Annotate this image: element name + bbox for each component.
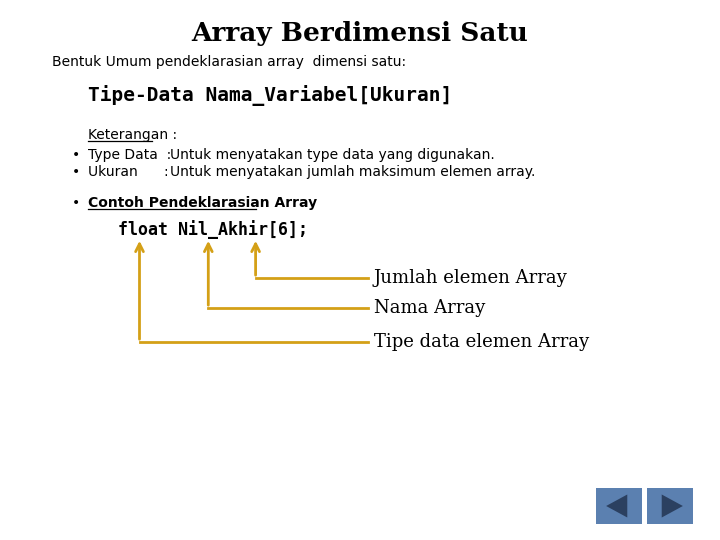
Polygon shape [662, 495, 683, 517]
Text: float Nil_Akhir[6];: float Nil_Akhir[6]; [118, 220, 308, 240]
Text: Keterangan :: Keterangan : [88, 128, 177, 142]
Text: Untuk menyatakan jumlah maksimum elemen array.: Untuk menyatakan jumlah maksimum elemen … [170, 165, 536, 179]
Text: •: • [72, 165, 80, 179]
Text: Tipe data elemen Array: Tipe data elemen Array [374, 333, 589, 351]
FancyBboxPatch shape [647, 488, 693, 524]
FancyBboxPatch shape [596, 488, 642, 524]
Text: Type Data  :: Type Data : [88, 148, 171, 162]
Text: Untuk menyatakan type data yang digunakan.: Untuk menyatakan type data yang digunaka… [170, 148, 495, 162]
Text: Array Berdimensi Satu: Array Berdimensi Satu [192, 21, 528, 45]
Text: Nama Array: Nama Array [374, 299, 485, 317]
Text: •: • [72, 196, 80, 210]
Text: •: • [72, 148, 80, 162]
Polygon shape [606, 495, 627, 517]
Text: Jumlah elemen Array: Jumlah elemen Array [374, 269, 568, 287]
Text: Contoh Pendeklarasian Array: Contoh Pendeklarasian Array [88, 196, 317, 210]
Text: Tipe-Data Nama_Variabel[Ukuran]: Tipe-Data Nama_Variabel[Ukuran] [88, 84, 452, 105]
Text: Ukuran      :: Ukuran : [88, 165, 168, 179]
Text: Bentuk Umum pendeklarasian array  dimensi satu:: Bentuk Umum pendeklarasian array dimensi… [52, 55, 406, 69]
